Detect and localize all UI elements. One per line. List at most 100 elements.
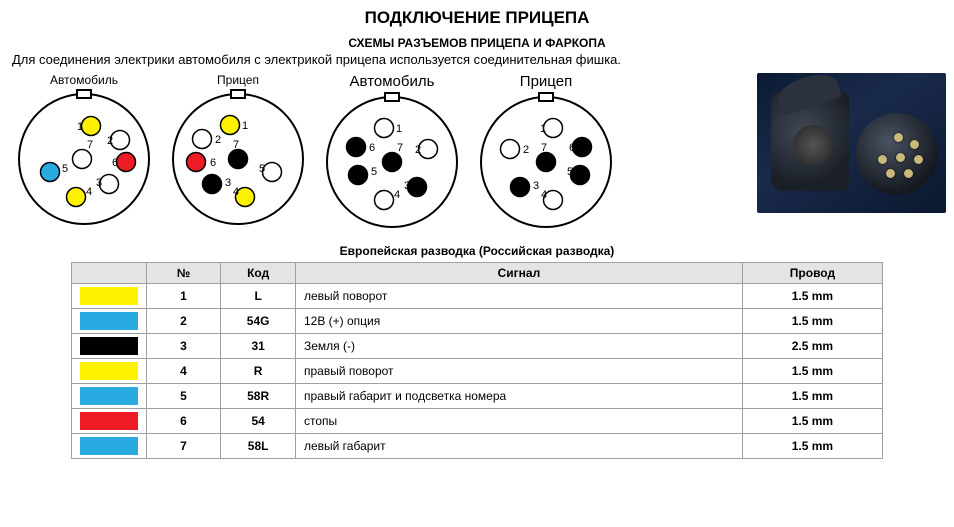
table-row: 654стопы1.5 mm	[72, 409, 883, 434]
connector-column: Автомобиль1234567	[14, 73, 154, 229]
connector-diagram: 1234567	[14, 89, 154, 229]
pin-circle	[73, 150, 92, 169]
pin-circle	[511, 178, 530, 197]
pin-label: 7	[233, 139, 239, 151]
pin-circle	[117, 153, 136, 172]
cell-signal: левый поворот	[295, 284, 742, 309]
cell-num: 6	[146, 409, 221, 434]
pin-label: 1	[242, 120, 248, 132]
cell-signal: Земля (-)	[295, 334, 742, 359]
pin-circle	[501, 140, 520, 159]
pin-circle	[263, 163, 282, 182]
th-swatch	[72, 263, 147, 284]
cell-wire: 1.5 mm	[742, 409, 882, 434]
pin-label: 6	[369, 142, 375, 154]
pin-circle	[349, 166, 368, 185]
pin-label: 2	[523, 144, 529, 156]
photo-pin	[894, 133, 903, 142]
color-swatch	[72, 409, 147, 434]
pin-label: 4	[541, 189, 547, 201]
cell-wire: 1.5 mm	[742, 384, 882, 409]
pin-circle	[375, 119, 394, 138]
cell-num: 4	[146, 359, 221, 384]
cell-signal: правый габарит и подсветка номера	[295, 384, 742, 409]
pin-label: 5	[259, 163, 265, 175]
th-num: №	[146, 263, 221, 284]
color-swatch	[72, 334, 147, 359]
cell-num: 7	[146, 434, 221, 459]
table-row: 1Lлевый поворот1.5 mm	[72, 284, 883, 309]
connector-label: Автомобиль	[50, 73, 118, 87]
pin-label: 6	[112, 157, 118, 169]
pin-circle	[82, 117, 101, 136]
pin-label: 3	[533, 180, 539, 192]
cell-num: 1	[146, 284, 221, 309]
pin-label: 1	[540, 123, 546, 135]
pin-circle	[203, 175, 222, 194]
table-row: 758Lлевый габарит1.5 mm	[72, 434, 883, 459]
cell-code: R	[221, 359, 296, 384]
pin-label: 3	[225, 177, 231, 189]
cell-wire: 1.5 mm	[742, 284, 882, 309]
pin-label: 4	[394, 189, 400, 201]
cell-signal: левый габарит	[295, 434, 742, 459]
pin-circle	[408, 178, 427, 197]
color-swatch	[72, 359, 147, 384]
connector-label: Автомобиль	[350, 73, 435, 90]
photo-pin	[878, 155, 887, 164]
pin-circle	[571, 166, 590, 185]
pin-circle	[537, 153, 556, 172]
pin-circle	[383, 153, 402, 172]
color-swatch	[72, 309, 147, 334]
pin-circle	[41, 163, 60, 182]
pin-label: 1	[396, 123, 402, 135]
pin-label: 3	[96, 177, 102, 189]
cell-num: 2	[146, 309, 221, 334]
color-swatch	[72, 434, 147, 459]
page-subtitle: СХЕМЫ РАЗЪЕМОВ ПРИЦЕПА И ФАРКОПА	[8, 36, 946, 50]
cell-wire: 1.5 mm	[742, 309, 882, 334]
connector-diagram: 1234567	[168, 89, 308, 229]
plug-socket	[856, 113, 938, 195]
connector-label: Прицеп	[217, 73, 259, 87]
th-wire: Провод	[742, 263, 882, 284]
photo-pin	[914, 155, 923, 164]
photo-pin	[904, 169, 913, 178]
pin-label: 5	[62, 163, 68, 175]
connector-column: Прицеп1234567	[168, 73, 308, 229]
pin-label: 5	[371, 166, 377, 178]
intro-text: Для соединения электрики автомобиля с эл…	[12, 52, 946, 67]
cell-code: 58R	[221, 384, 296, 409]
pin-circle	[100, 175, 119, 194]
cell-num: 3	[146, 334, 221, 359]
plug-face	[793, 125, 833, 165]
connector-column: Автомобиль1234567	[322, 73, 462, 232]
pin-label: 7	[87, 139, 93, 151]
cell-code: L	[221, 284, 296, 309]
th-signal: Сигнал	[295, 263, 742, 284]
pin-circle	[221, 116, 240, 135]
page-title: ПОДКЛЮЧЕНИЕ ПРИЦЕПА	[8, 8, 946, 28]
cell-signal: правый поворот	[295, 359, 742, 384]
cell-code: 54G	[221, 309, 296, 334]
table-row: 331Земля (-)2.5 mm	[72, 334, 883, 359]
cell-signal: 12В (+) опция	[295, 309, 742, 334]
color-swatch	[72, 284, 147, 309]
cell-num: 5	[146, 384, 221, 409]
photo-pin	[886, 169, 895, 178]
pin-circle	[229, 150, 248, 169]
pin-label: 2	[415, 144, 421, 156]
th-code: Код	[221, 263, 296, 284]
pin-label: 7	[541, 142, 547, 154]
table-header-row: № Код Сигнал Провод	[72, 263, 883, 284]
connector-column: Прицеп1234567	[476, 73, 616, 232]
wiring-table: № Код Сигнал Провод 1Lлевый поворот1.5 m…	[71, 262, 883, 459]
pin-label: 6	[569, 142, 575, 154]
connector-diagram: 1234567	[322, 92, 462, 232]
pin-label: 6	[210, 157, 216, 169]
pin-label: 4	[233, 186, 239, 198]
pin-label: 3	[404, 180, 410, 192]
diagrams-row: Автомобиль1234567Прицеп1234567Автомобиль…	[8, 73, 946, 232]
connector-label: Прицеп	[520, 73, 572, 90]
pin-circle	[544, 119, 563, 138]
